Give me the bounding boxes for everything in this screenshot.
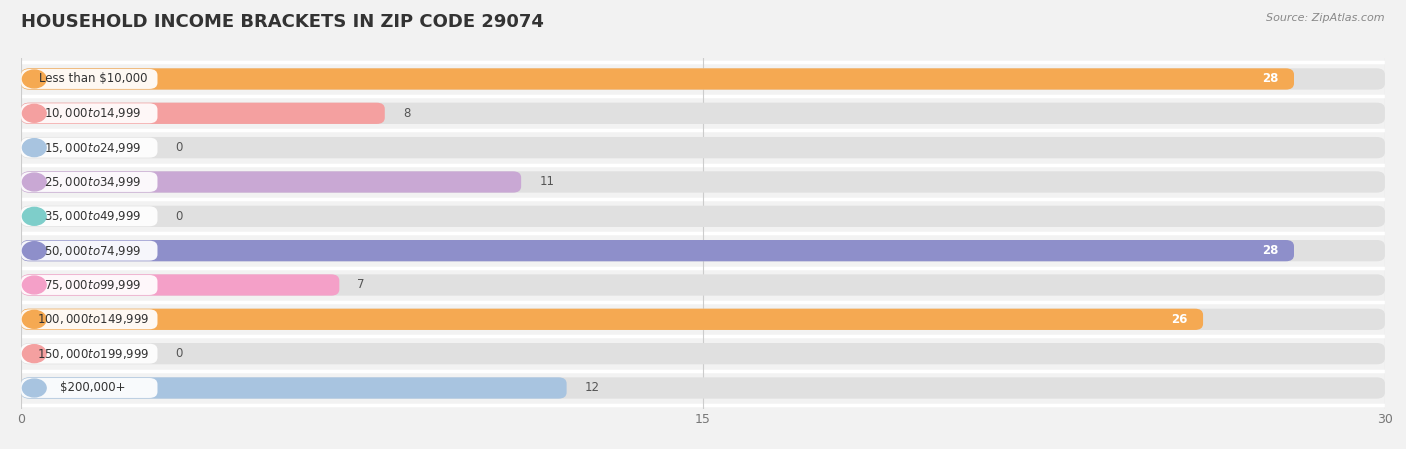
FancyBboxPatch shape bbox=[21, 172, 522, 193]
Text: $35,000 to $49,999: $35,000 to $49,999 bbox=[44, 209, 142, 223]
FancyBboxPatch shape bbox=[21, 103, 1385, 124]
FancyBboxPatch shape bbox=[21, 207, 157, 226]
Text: $100,000 to $149,999: $100,000 to $149,999 bbox=[37, 313, 149, 326]
Text: $10,000 to $14,999: $10,000 to $14,999 bbox=[44, 106, 142, 120]
Text: $75,000 to $99,999: $75,000 to $99,999 bbox=[44, 278, 142, 292]
FancyBboxPatch shape bbox=[21, 378, 157, 398]
FancyBboxPatch shape bbox=[21, 275, 157, 295]
FancyBboxPatch shape bbox=[21, 69, 157, 89]
Text: $150,000 to $199,999: $150,000 to $199,999 bbox=[37, 347, 149, 361]
Text: 28: 28 bbox=[1261, 72, 1278, 85]
Text: 7: 7 bbox=[357, 278, 366, 291]
FancyBboxPatch shape bbox=[21, 308, 1385, 330]
Circle shape bbox=[22, 70, 46, 88]
FancyBboxPatch shape bbox=[21, 103, 157, 123]
Circle shape bbox=[22, 276, 46, 294]
Text: Less than $10,000: Less than $10,000 bbox=[38, 72, 148, 85]
Text: 12: 12 bbox=[585, 382, 600, 395]
Circle shape bbox=[22, 207, 46, 225]
FancyBboxPatch shape bbox=[21, 103, 385, 124]
Text: $200,000+: $200,000+ bbox=[60, 382, 125, 395]
FancyBboxPatch shape bbox=[21, 343, 157, 364]
FancyBboxPatch shape bbox=[21, 138, 157, 158]
FancyBboxPatch shape bbox=[21, 240, 1385, 261]
FancyBboxPatch shape bbox=[21, 137, 1385, 158]
Circle shape bbox=[22, 104, 46, 122]
FancyBboxPatch shape bbox=[21, 343, 1385, 364]
FancyBboxPatch shape bbox=[21, 240, 1294, 261]
Text: $25,000 to $34,999: $25,000 to $34,999 bbox=[44, 175, 142, 189]
Text: 28: 28 bbox=[1261, 244, 1278, 257]
Circle shape bbox=[22, 242, 46, 260]
Text: 0: 0 bbox=[176, 141, 183, 154]
FancyBboxPatch shape bbox=[21, 172, 157, 192]
Circle shape bbox=[22, 345, 46, 363]
Text: HOUSEHOLD INCOME BRACKETS IN ZIP CODE 29074: HOUSEHOLD INCOME BRACKETS IN ZIP CODE 29… bbox=[21, 13, 544, 31]
Text: 8: 8 bbox=[404, 107, 411, 120]
FancyBboxPatch shape bbox=[21, 309, 157, 329]
FancyBboxPatch shape bbox=[21, 274, 1385, 295]
Text: $15,000 to $24,999: $15,000 to $24,999 bbox=[44, 141, 142, 154]
Text: Source: ZipAtlas.com: Source: ZipAtlas.com bbox=[1267, 13, 1385, 23]
FancyBboxPatch shape bbox=[21, 377, 1385, 399]
Circle shape bbox=[22, 379, 46, 397]
Circle shape bbox=[22, 310, 46, 328]
Text: 0: 0 bbox=[176, 347, 183, 360]
Text: $50,000 to $74,999: $50,000 to $74,999 bbox=[44, 244, 142, 258]
FancyBboxPatch shape bbox=[21, 274, 339, 295]
FancyBboxPatch shape bbox=[21, 68, 1294, 90]
Text: 26: 26 bbox=[1171, 313, 1187, 326]
FancyBboxPatch shape bbox=[21, 172, 1385, 193]
FancyBboxPatch shape bbox=[21, 377, 567, 399]
FancyBboxPatch shape bbox=[21, 308, 1204, 330]
FancyBboxPatch shape bbox=[21, 206, 1385, 227]
Circle shape bbox=[22, 139, 46, 157]
Text: 11: 11 bbox=[540, 176, 554, 189]
Circle shape bbox=[22, 173, 46, 191]
Text: 0: 0 bbox=[176, 210, 183, 223]
FancyBboxPatch shape bbox=[21, 241, 157, 260]
FancyBboxPatch shape bbox=[21, 68, 1385, 90]
